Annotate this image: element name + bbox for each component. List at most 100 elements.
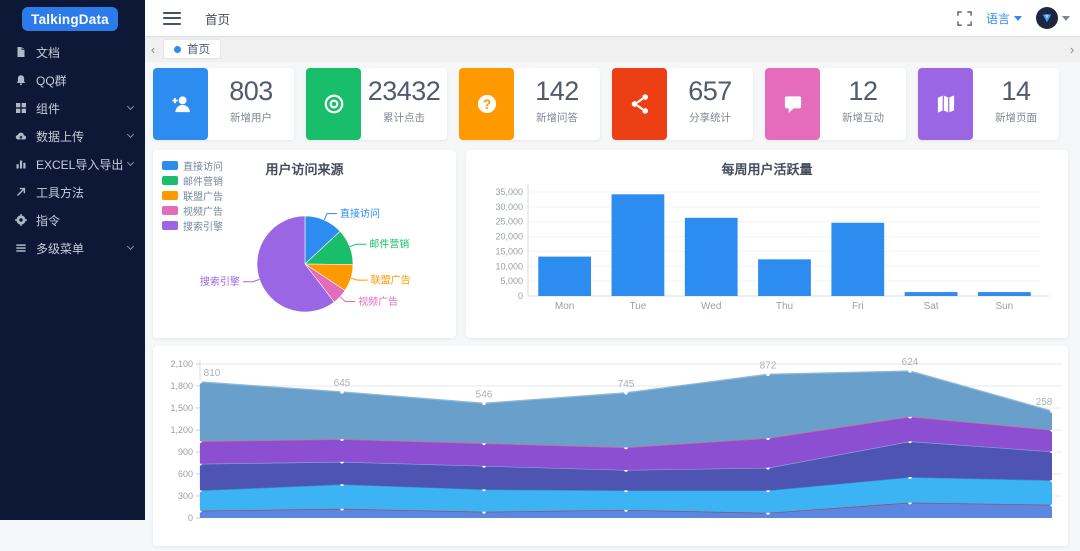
language-menu[interactable]: 语言 — [986, 10, 1022, 27]
stat-value: 14 — [1001, 76, 1031, 106]
stat-card-share-stats: 657 分享统计 — [612, 68, 753, 140]
chevron-down-icon — [126, 242, 135, 251]
svg-text:900: 900 — [178, 447, 193, 457]
svg-text:300: 300 — [178, 491, 193, 501]
legend-label: 直接访问 — [183, 162, 223, 173]
svg-text:745: 745 — [618, 379, 635, 390]
svg-text:624: 624 — [902, 357, 919, 368]
tab-label: 首页 — [187, 44, 210, 56]
legend-swatch — [162, 206, 178, 215]
stacked-area-chart: 0 300 600 900 1,200 1,500 1,800 2,100 810 645 546 7… — [170, 357, 1062, 523]
sidebar-item-label: 多级菜单 — [36, 241, 85, 256]
stat-value: 142 — [535, 76, 579, 106]
stat-label: 新增页面 — [995, 112, 1037, 124]
legend-label: 搜索引擎 — [183, 222, 223, 233]
sidebar-item-docs[interactable]: 文档 — [0, 38, 145, 66]
document-icon — [14, 46, 27, 59]
chevron-down-icon — [126, 130, 135, 139]
svg-text:Thu: Thu — [776, 301, 793, 312]
stat-label: 累计点击 — [383, 112, 425, 124]
sidebar-item-label: 组件 — [36, 101, 61, 116]
cloud-upload-icon — [14, 130, 27, 143]
svg-text:5,000: 5,000 — [500, 276, 523, 286]
svg-text:2,100: 2,100 — [170, 359, 193, 369]
user-add-icon — [153, 68, 208, 140]
tabs-scroll-left-icon[interactable]: ‹ — [150, 41, 156, 57]
pie-legend: 直接访问 邮件营销 联盟广告 视频广告搜索引擎 — [162, 158, 223, 233]
header-actions: 语言 — [957, 7, 1070, 29]
target-icon — [306, 68, 361, 140]
legend-swatch — [162, 191, 178, 200]
avatar[interactable] — [1036, 7, 1058, 29]
legend-item[interactable]: 直接访问 — [162, 158, 223, 173]
arrow-up-right-icon — [14, 186, 27, 199]
sidebar-item-label: EXCEL导入导出 — [36, 157, 124, 172]
components-icon — [14, 102, 27, 115]
svg-text:20,000: 20,000 — [495, 232, 523, 242]
svg-text:1,800: 1,800 — [170, 381, 193, 391]
svg-text:546: 546 — [476, 389, 493, 400]
bar-chart-card: 每周用户活跃量 0 5,000 10,000 15,000 20,000 25,000 30… — [466, 150, 1068, 338]
svg-text:0: 0 — [188, 513, 193, 523]
svg-text:搜索引擎: 搜索引擎 — [200, 275, 240, 288]
stat-card-new-pages: 14 新增页面 — [918, 68, 1059, 140]
tabs-scroll-right-icon[interactable]: › — [1069, 41, 1075, 57]
header: 首页 语言 — [145, 0, 1080, 36]
svg-text:872: 872 — [760, 360, 777, 371]
svg-text:10,000: 10,000 — [495, 261, 523, 271]
fullscreen-icon[interactable] — [957, 10, 972, 26]
stat-card-new-qa: ? 142 新增问答 — [459, 68, 600, 140]
chevron-down-icon — [126, 158, 135, 167]
sidebar-item-label: 指令 — [36, 213, 61, 228]
stat-label: 新增互动 — [842, 112, 884, 124]
sidebar-item-commands[interactable]: 指令 — [0, 206, 145, 234]
svg-text:视频广告: 视频广告 — [358, 295, 398, 308]
svg-text:直接访问: 直接访问 — [340, 207, 380, 220]
svg-text:35,000: 35,000 — [495, 187, 523, 197]
stat-value: 12 — [848, 76, 878, 106]
svg-text:810: 810 — [204, 368, 221, 379]
legend-item[interactable]: 邮件营销 — [162, 173, 223, 188]
app-logo[interactable]: TalkingData — [22, 7, 118, 31]
gear-icon — [14, 214, 27, 227]
tab-home[interactable]: 首页 — [163, 39, 221, 59]
menu-lines-icon — [14, 242, 27, 255]
svg-text:联盟广告: 联盟广告 — [371, 274, 411, 287]
sidebar: TalkingData 文档 QQ群组件数据上传 EXCEL导入导出 工具方法指令多级… — [0, 0, 145, 520]
svg-text:0: 0 — [518, 291, 523, 301]
stat-card-new-interact: 12 新增互动 — [765, 68, 906, 140]
legend-swatch — [162, 176, 178, 185]
sidebar-menu: 文档 QQ群组件数据上传 EXCEL导入导出 工具方法指令多级菜单 — [0, 38, 145, 262]
svg-text:Sat: Sat — [924, 301, 939, 312]
hamburger-icon[interactable] — [163, 11, 181, 25]
svg-text:Wed: Wed — [701, 301, 721, 312]
chevron-down-icon — [1062, 15, 1070, 21]
question-icon: ? — [459, 68, 514, 140]
sidebar-item-tool-methods[interactable]: 工具方法 — [0, 178, 145, 206]
page-title: 首页 — [205, 12, 231, 27]
sidebar-item-label: 数据上传 — [36, 129, 85, 144]
sidebar-item-multi-level-menu[interactable]: 多级菜单 — [0, 234, 145, 262]
pie-chart-title: 用户访问来源 — [265, 162, 344, 177]
bar-chart: 0 5,000 10,000 15,000 20,000 25,000 30,000 35,0… — [495, 184, 1049, 312]
svg-text:邮件营销: 邮件营销 — [369, 238, 409, 251]
chevron-down-icon — [1014, 15, 1022, 21]
sidebar-item-label: 工具方法 — [36, 185, 85, 200]
sidebar-item-label: 文档 — [36, 45, 61, 60]
sidebar-item-qq-group[interactable]: QQ群 — [0, 66, 145, 94]
svg-text:Sun: Sun — [995, 301, 1013, 312]
svg-text:30,000: 30,000 — [495, 202, 523, 212]
svg-text:?: ? — [482, 97, 490, 112]
legend-item[interactable]: 视频广告 — [162, 203, 223, 218]
sidebar-item-label: QQ群 — [36, 73, 67, 88]
stat-card-total-clicks: 23432 累计点击 — [306, 68, 447, 140]
stat-label: 新增问答 — [536, 112, 578, 124]
tab-active-dot — [174, 45, 181, 53]
legend-item[interactable]: 搜索引擎 — [162, 218, 223, 233]
pie-chart-card: 用户访问来源 直接访问 邮件营销 联盟广告 视频广告 搜索引擎 直接访问 邮件营销 联盟广告… — [153, 150, 456, 338]
sidebar-item-data-upload[interactable]: 数据上传 — [0, 122, 145, 150]
sidebar-item-excel-import-export[interactable]: EXCEL导入导出 — [0, 150, 145, 178]
legend-item[interactable]: 联盟广告 — [162, 188, 223, 203]
sidebar-item-components[interactable]: 组件 — [0, 94, 145, 122]
